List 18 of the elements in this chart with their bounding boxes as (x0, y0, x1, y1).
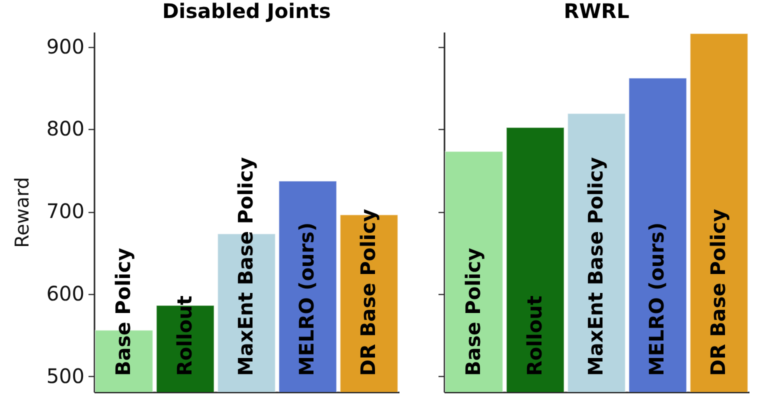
category-label: MaxEnt Base Policy (234, 157, 258, 376)
y-tick-label: 600 (46, 281, 84, 306)
y-axis-title: Reward (11, 177, 34, 248)
category-label: Base Policy (111, 248, 136, 376)
chart-title: Disabled Joints (162, 0, 331, 23)
category-label: Rollout (522, 296, 546, 376)
category-label: MELRO (ours) (644, 222, 669, 376)
category-label: DR Base Policy (706, 208, 730, 376)
y-tick-label: 900 (46, 34, 84, 58)
category-label: MaxEnt Base Policy (584, 157, 608, 376)
category-label: MELRO (ours) (294, 222, 319, 376)
category-label: DR Base Policy (356, 208, 380, 376)
y-tick-label: 700 (46, 199, 84, 224)
category-label: Rollout (172, 296, 196, 376)
y-tick-label: 500 (46, 364, 84, 388)
y-tick-label: 800 (46, 116, 84, 141)
chart-title: RWRL (564, 0, 630, 23)
category-label: Base Policy (461, 248, 486, 376)
